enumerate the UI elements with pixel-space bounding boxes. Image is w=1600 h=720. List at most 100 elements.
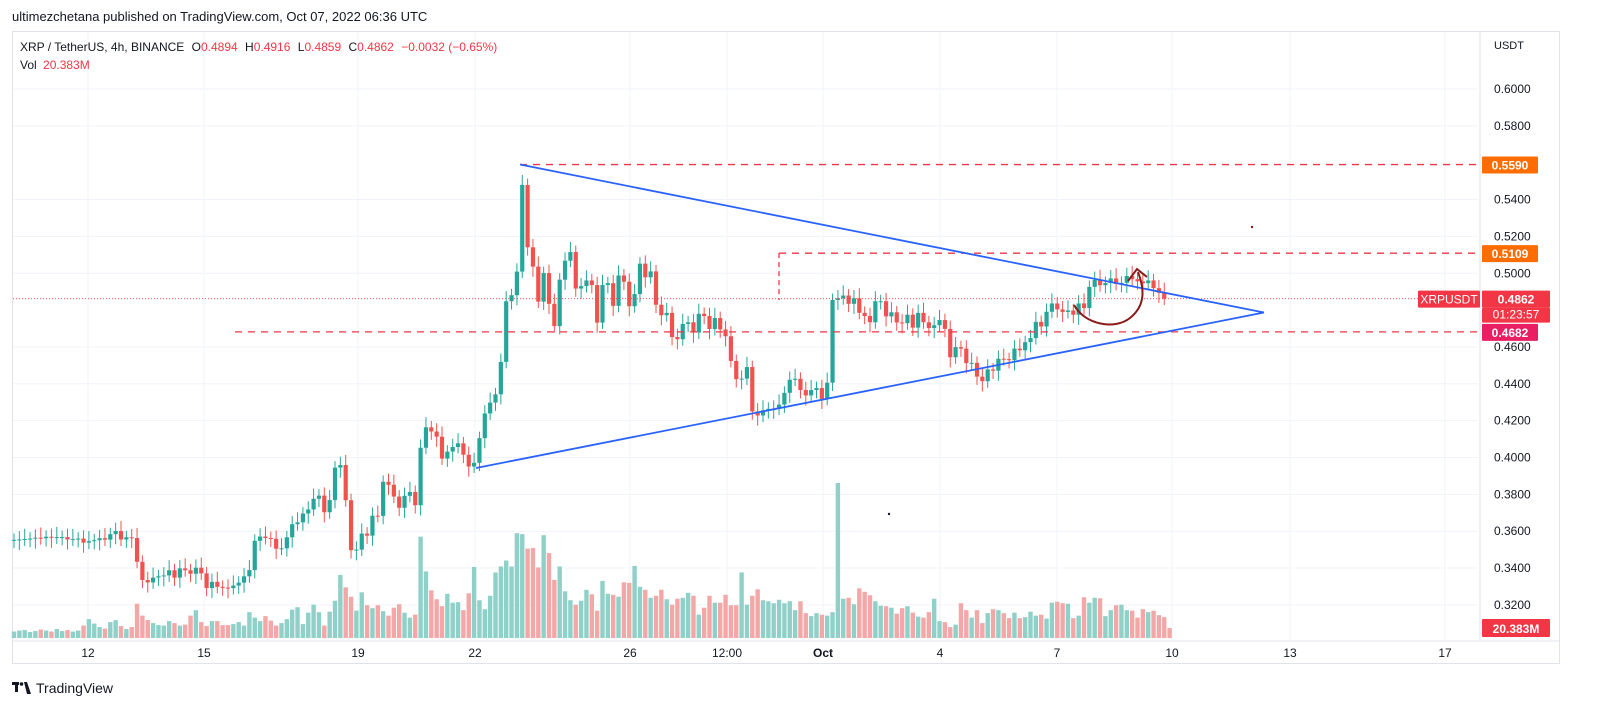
candle-body bbox=[241, 576, 247, 583]
candle-body bbox=[183, 568, 188, 571]
candle-body bbox=[295, 522, 300, 525]
candle-body bbox=[825, 382, 830, 399]
candle-body bbox=[760, 410, 766, 416]
curved-arrow-annotation bbox=[1073, 271, 1144, 326]
candle-body bbox=[316, 495, 322, 499]
candle-body bbox=[322, 495, 327, 513]
y-tick-label: 0.4200 bbox=[1494, 414, 1531, 428]
tradingview-brand[interactable]: TradingView bbox=[36, 680, 114, 696]
candle-body bbox=[573, 252, 578, 289]
volume-bar bbox=[712, 602, 718, 638]
volume-bar bbox=[707, 595, 712, 638]
candle-body bbox=[70, 539, 75, 541]
volume-bar bbox=[17, 630, 22, 638]
volume-bar bbox=[632, 565, 637, 638]
candle-body bbox=[953, 347, 958, 358]
candle-body bbox=[889, 312, 894, 317]
volume-bar bbox=[188, 615, 193, 638]
volume-bar bbox=[1156, 615, 1162, 638]
candle-body bbox=[290, 524, 295, 538]
upper-trendline bbox=[519, 163, 1265, 314]
candle-body bbox=[1087, 286, 1092, 309]
candle-body bbox=[1076, 303, 1081, 315]
volume-bar bbox=[295, 607, 300, 638]
volume-bar bbox=[1146, 612, 1151, 638]
candle-body bbox=[1162, 292, 1167, 299]
legend-volume-value: 20.383M bbox=[43, 58, 90, 72]
x-tick-label: 26 bbox=[623, 646, 637, 660]
price-label-05109-bg bbox=[1482, 245, 1538, 263]
volume-bar bbox=[803, 613, 808, 638]
y-tick-label: 0.3800 bbox=[1494, 487, 1531, 501]
candle-body bbox=[712, 318, 717, 330]
volume-bar bbox=[461, 610, 466, 638]
volume-bar bbox=[1135, 617, 1140, 638]
volume-bar bbox=[594, 610, 600, 638]
candle-body bbox=[1017, 348, 1022, 351]
candle-body bbox=[423, 427, 429, 448]
volume-bar bbox=[664, 599, 669, 638]
publish-info: ultimezchetana published on TradingView.… bbox=[12, 9, 428, 24]
candle-body bbox=[1023, 342, 1028, 351]
volume-bar bbox=[669, 604, 675, 638]
candle-body bbox=[611, 283, 616, 306]
volume-bar bbox=[696, 614, 701, 638]
legend-symbol[interactable]: XRP / TetherUS, 4h, BINANCE bbox=[20, 40, 185, 54]
candle-body bbox=[793, 378, 798, 380]
symbol-price-tag: XRPUSDT bbox=[1420, 293, 1478, 307]
countdown-label: 01:23:57 bbox=[1493, 308, 1540, 322]
candle-body bbox=[311, 498, 316, 510]
volume-bar bbox=[643, 589, 648, 638]
candle-body bbox=[1103, 283, 1108, 286]
candle-body bbox=[365, 533, 370, 536]
candle-body bbox=[878, 301, 883, 303]
volume-bar bbox=[776, 599, 782, 638]
volume-bar bbox=[268, 620, 273, 638]
candle-body bbox=[268, 538, 273, 540]
tradingview-logo-icon[interactable] bbox=[12, 682, 32, 694]
volume-bar bbox=[1012, 612, 1017, 638]
candle-body bbox=[937, 320, 942, 326]
candle-body bbox=[1156, 288, 1161, 293]
volume-bar bbox=[493, 572, 498, 638]
candle-body bbox=[493, 394, 498, 403]
candle-body bbox=[1065, 310, 1071, 312]
volume-bar bbox=[1124, 610, 1129, 638]
candle-body bbox=[579, 286, 584, 289]
legend-volume-row: Vol 20.383M bbox=[20, 56, 497, 74]
volume-bar bbox=[509, 566, 514, 638]
y-tick-label: 0.3600 bbox=[1494, 524, 1531, 538]
volume-bar bbox=[825, 615, 830, 638]
volume-bar bbox=[520, 534, 525, 638]
volume-bar bbox=[1129, 610, 1135, 638]
volume-bar bbox=[22, 630, 27, 638]
candle-body bbox=[541, 273, 546, 302]
candle-body bbox=[616, 275, 621, 306]
candle-body bbox=[1071, 310, 1076, 315]
volume-bar bbox=[177, 625, 183, 638]
volume-bar bbox=[150, 623, 156, 638]
volume-bar bbox=[1049, 602, 1055, 638]
volume-bar bbox=[621, 582, 627, 638]
volume-bar bbox=[766, 601, 771, 638]
volume-bar bbox=[1028, 611, 1033, 638]
legend-close-label: C bbox=[348, 40, 358, 54]
candle-body bbox=[1114, 278, 1119, 284]
legend-high-value: 0.4916 bbox=[253, 40, 291, 54]
volume-bar bbox=[386, 615, 391, 638]
volume-bar bbox=[552, 579, 557, 638]
candle-body bbox=[851, 298, 857, 304]
candle-body bbox=[482, 413, 487, 439]
volume-bar bbox=[33, 631, 38, 638]
volume-bar bbox=[450, 602, 455, 638]
candle-body bbox=[702, 313, 707, 316]
volume-bar bbox=[477, 600, 482, 638]
candle-body bbox=[867, 315, 873, 323]
volume-bar bbox=[958, 603, 964, 638]
legend-volume-label[interactable]: Vol bbox=[20, 58, 37, 72]
candle-body bbox=[188, 570, 193, 574]
candle-body bbox=[686, 322, 691, 324]
x-tick-label: 22 bbox=[468, 646, 482, 660]
volume-bar bbox=[1092, 597, 1097, 638]
